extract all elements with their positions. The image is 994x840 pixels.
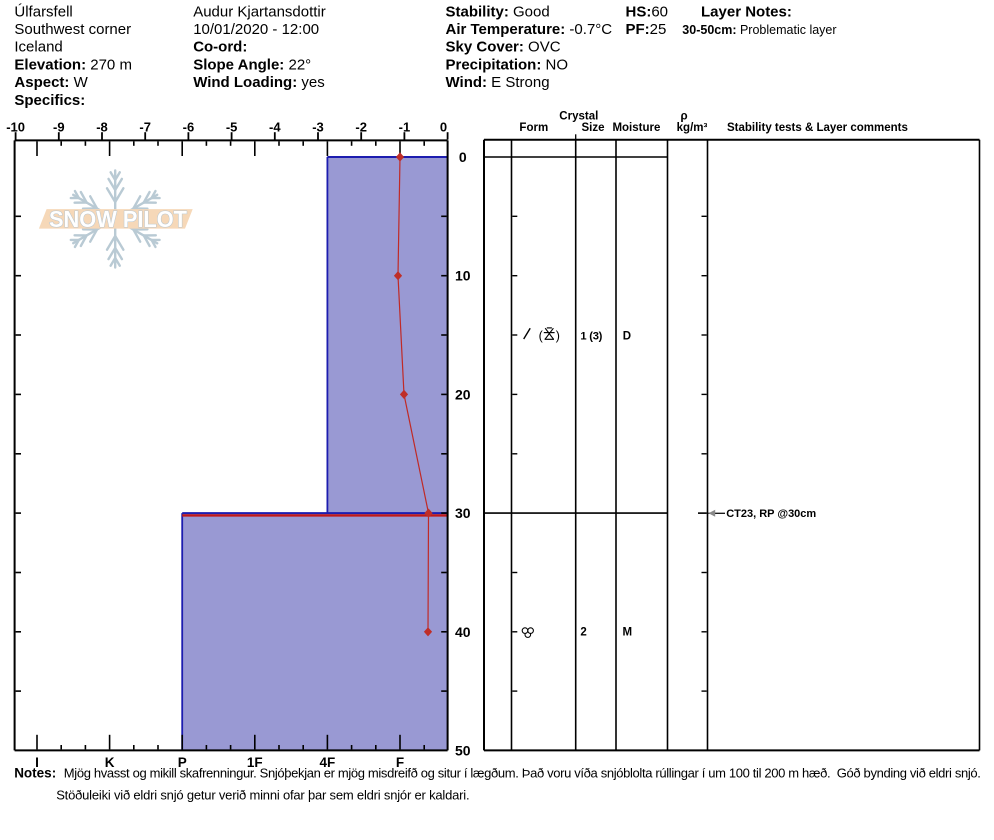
svg-text:-8: -8 [96,119,108,134]
svg-text:Úlfarsfell: Úlfarsfell [14,3,72,20]
svg-text:Notes:Mjög hvasst og mikill sk: Notes: Mjög hvasst og mikill skafrenningu… [14,765,980,780]
svg-text:30-50cm: Problematic layer: 30-50cm: Problematic layer [682,23,836,37]
svg-text:-1: -1 [399,119,411,134]
svg-text:Form: Form [519,122,548,134]
svg-text:Air Temperature: -0.7°C: Air Temperature: -0.7°C [446,21,613,38]
svg-text:Stöðuleiki við eldri snjó getu: Stöðuleiki við eldri snjó getur verið mi… [56,788,469,803]
svg-text:Wind Loading: yes: Wind Loading: yes [193,74,325,91]
svg-text:40: 40 [455,624,471,640]
svg-text:SNOW PILOT: SNOW PILOT [49,206,187,232]
svg-text:30: 30 [455,505,471,521]
svg-text:Moisture: Moisture [612,122,660,134]
svg-text:-3: -3 [312,119,324,134]
svg-text:-4: -4 [269,119,281,134]
svg-text:ρ: ρ [680,111,687,123]
svg-text:HS:60: HS:60 [626,3,669,20]
svg-text:Layer Notes:: Layer Notes: [701,3,792,20]
svg-text:CT23, RP @30cm: CT23, RP @30cm [726,508,816,520]
svg-text:Precipitation: NO: Precipitation: NO [446,56,569,73]
svg-text:-9: -9 [53,119,65,134]
svg-text:50: 50 [455,743,471,759]
svg-text:D: D [623,331,631,343]
svg-text:Wind: E Strong: Wind: E Strong [446,74,550,91]
svg-text:1F: 1F [247,755,263,770]
svg-text:1 (3): 1 (3) [580,331,602,343]
svg-text:Sky Cover: OVC: Sky Cover: OVC [446,39,561,56]
svg-text:4F: 4F [320,755,336,770]
svg-text:F: F [396,755,404,770]
svg-text:Audur Kjartansdottir: Audur Kjartansdottir [193,3,326,20]
svg-text:Specifics:: Specifics: [14,92,85,109]
svg-text:kg/m³: kg/m³ [677,122,708,134]
svg-text:10/01/2020 - 12:00: 10/01/2020 - 12:00 [193,21,319,38]
svg-text:M: M [623,627,633,639]
svg-text:Aspect: W: Aspect: W [14,74,88,91]
svg-text:0: 0 [440,119,447,134]
svg-text:-2: -2 [355,119,367,134]
svg-text:Iceland: Iceland [14,39,62,56]
svg-text:Southwest corner: Southwest corner [14,21,131,38]
svg-text:Elevation: 270 m: Elevation: 270 m [14,56,132,73]
svg-text:): ) [556,329,560,343]
svg-text:Stability tests & Layer commen: Stability tests & Layer comments [727,122,908,134]
svg-text:Co-ord:: Co-ord: [193,39,247,56]
svg-text:I: I [35,755,39,770]
svg-text:(: ( [539,329,544,343]
svg-text:Crystal: Crystal [559,111,598,123]
svg-text:Stability: Good: Stability: Good [446,3,550,20]
svg-text:Slope Angle: 22°: Slope Angle: 22° [193,56,311,73]
svg-text:K: K [105,755,115,770]
svg-text:PF:25: PF:25 [626,21,667,38]
svg-text:2: 2 [580,627,586,639]
svg-text:Size: Size [581,122,604,134]
svg-text:-10: -10 [6,119,25,134]
svg-text:P: P [178,755,187,770]
svg-text:-7: -7 [139,119,151,134]
svg-text:-5: -5 [226,119,238,134]
svg-text:-6: -6 [183,119,195,134]
svg-text:10: 10 [455,268,471,284]
svg-text:20: 20 [455,386,471,402]
svg-text:0: 0 [459,149,467,165]
